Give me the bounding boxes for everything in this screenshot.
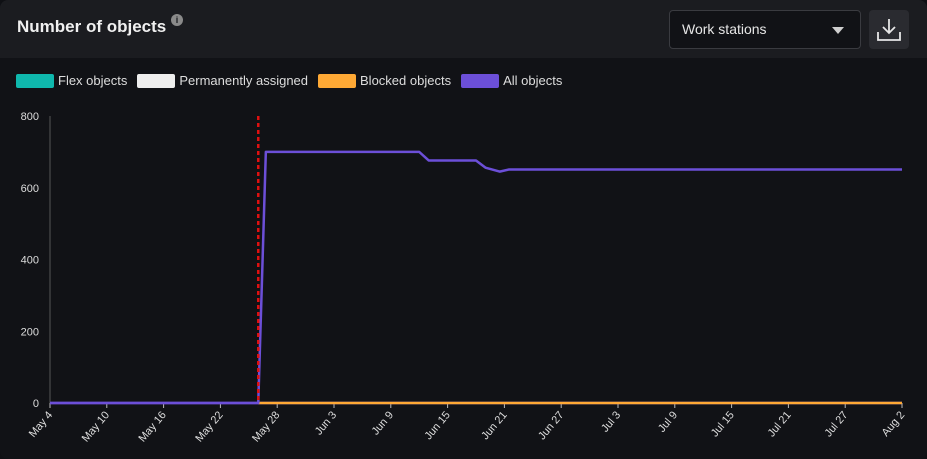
- x-tick-label: Jun 27: [536, 409, 566, 442]
- legend-swatch: [16, 73, 54, 88]
- x-tick-label: Jun 15: [422, 409, 452, 442]
- y-tick-label: 200: [21, 326, 39, 338]
- x-tick-label: May 10: [80, 409, 112, 444]
- legend-blocked[interactable]: Blocked objects: [318, 73, 451, 88]
- download-button[interactable]: [869, 10, 909, 49]
- x-tick-label: Jul 21: [766, 409, 794, 439]
- x-tick-label: May 4: [27, 409, 55, 440]
- card-title: Number of objects: [17, 17, 167, 36]
- x-tick-label: Jul 9: [656, 409, 680, 435]
- x-tick-label: May 28: [250, 409, 282, 444]
- x-tick-label: Aug 2: [880, 409, 908, 439]
- legend-label: Blocked objects: [360, 73, 452, 88]
- chart-legend: Flex objects Permanently assigned Blocke…: [16, 73, 562, 88]
- legend-permanent[interactable]: Permanently assigned: [137, 73, 308, 88]
- x-tick-label: Jul 3: [599, 409, 623, 435]
- legend-all[interactable]: All objects: [461, 73, 562, 88]
- x-tick-label: Jul 15: [709, 409, 737, 439]
- legend-swatch: [137, 73, 176, 88]
- series-line-all-objects: [50, 150, 902, 405]
- legend-label: Permanently assigned: [179, 73, 309, 88]
- info-icon[interactable]: i: [171, 14, 183, 26]
- x-tick-label: May 22: [193, 409, 225, 444]
- y-tick-label: 600: [21, 183, 39, 195]
- x-tick-label: Jun 3: [313, 409, 339, 437]
- object-type-select[interactable]: Work stations: [669, 10, 861, 49]
- y-tick-label: 0: [33, 398, 39, 410]
- legend-label: Flex objects: [58, 73, 128, 88]
- x-tick-label: May 16: [137, 409, 169, 444]
- download-icon: [877, 19, 901, 41]
- y-tick-label: 800: [21, 111, 39, 123]
- x-tick-label: Jun 9: [370, 409, 396, 437]
- y-tick-label: 400: [21, 255, 39, 267]
- legend-swatch: [461, 73, 500, 88]
- card-header: Number of objects i Work stations: [0, 0, 927, 58]
- x-tick-label: Jun 21: [479, 409, 509, 442]
- legend-label: All objects: [503, 73, 563, 88]
- legend-swatch: [318, 73, 357, 88]
- x-tick-label: Jul 27: [822, 409, 850, 439]
- select-value: Work stations: [682, 21, 767, 37]
- legend-flex[interactable]: Flex objects: [16, 73, 127, 88]
- chevron-down-icon: [832, 27, 844, 34]
